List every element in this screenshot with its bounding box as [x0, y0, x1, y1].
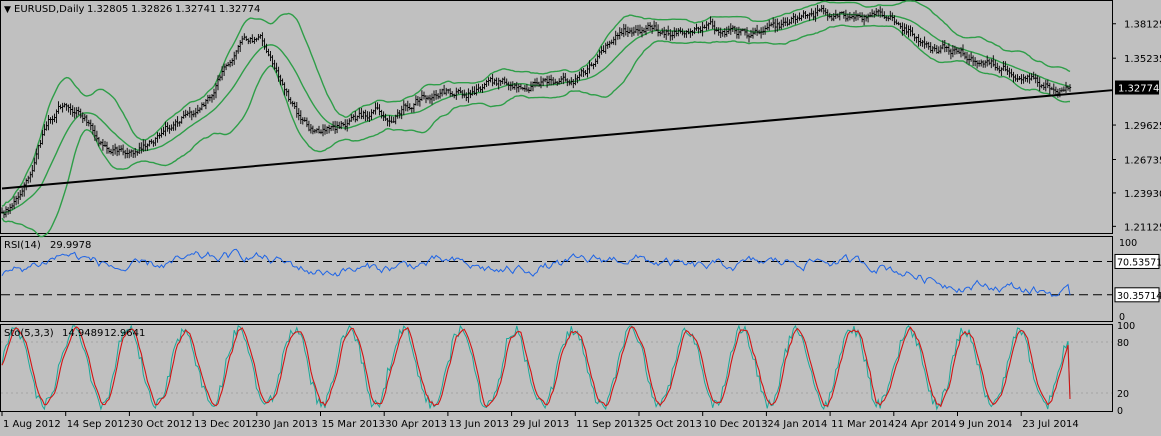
date-label: 11 Mar 2014 — [831, 419, 894, 430]
date-label: 13 Jun 2013 — [449, 419, 509, 430]
rsi-level-tag — [1114, 287, 1160, 303]
date-label: 23 Jul 2014 — [1022, 419, 1079, 430]
date-label: 13 Dec 2012 — [194, 419, 258, 430]
price-tick-label: 1.35235 — [1124, 54, 1161, 65]
price-tick-label: 1.23930 — [1124, 189, 1161, 200]
date-label: 30 Jan 2013 — [258, 419, 318, 430]
date-label: 9 Jun 2014 — [959, 419, 1013, 430]
date-label: 11 Sep 2013 — [576, 419, 639, 430]
date-label: 29 Jul 2013 — [513, 419, 570, 430]
rsi-pane[interactable] — [0, 236, 1113, 322]
price-tick-label: 1.26735 — [1124, 155, 1161, 166]
stochastic-signal-value: 12.9641 — [104, 328, 145, 339]
current-price-tag — [1115, 80, 1159, 95]
price-tick-label: 1.21125 — [1124, 222, 1161, 233]
date-label: 24 Jan 2014 — [767, 419, 827, 430]
rsi-line — [1, 248, 1071, 297]
rsi-label: RSI(14) — [4, 240, 41, 251]
date-label: 10 Dec 2013 — [704, 419, 768, 430]
date-label: 30 Apr 2013 — [385, 419, 447, 430]
current-price-label: 1.32774 — [1118, 84, 1159, 95]
stochastic-tick-label: 100 — [1117, 321, 1135, 332]
ohlc-bars — [0, 4, 1072, 219]
stochastic-layer — [1, 324, 1112, 411]
rsi-level-label: 70.53571 — [1117, 257, 1161, 268]
rsi-tick-label: 0 — [1119, 312, 1125, 323]
stochastic-tick-label: 0 — [1117, 406, 1123, 417]
date-label: 14 Sep 2012 — [67, 419, 130, 430]
date-label: 30 Oct 2012 — [130, 419, 192, 430]
symbol-label: EURUSD,Daily — [14, 4, 85, 15]
date-label: 25 Oct 2013 — [640, 419, 702, 430]
stochastic-tick-label: 20 — [1117, 389, 1129, 400]
date-label: 15 Mar 2013 — [322, 419, 385, 430]
chart-menu-icon[interactable]: ▼ — [4, 5, 11, 15]
stochastic-main-value: 14.9489 — [62, 328, 103, 339]
support-trendline[interactable] — [1, 89, 1113, 190]
rsi-level-label: 30.35714 — [1117, 291, 1161, 302]
rsi-tick-label: 100 — [1119, 238, 1137, 249]
open-value: 1.32805 — [87, 4, 128, 15]
price-tick-label: 1.38125 — [1124, 20, 1161, 31]
bollinger-upper-band — [1, 0, 1071, 207]
rsi-value: 29.9978 — [50, 240, 91, 251]
price-pane[interactable] — [0, 0, 1113, 234]
date-label: 1 Aug 2012 — [3, 419, 61, 430]
rsi-layer — [1, 248, 1112, 297]
high-value: 1.32826 — [131, 4, 172, 15]
close-value: 1.32774 — [219, 4, 260, 15]
stochastic-tick-label: 80 — [1117, 338, 1129, 349]
price-tick-label: 1.29625 — [1124, 121, 1161, 132]
stochastic-signal-line — [1, 326, 1071, 408]
price-bar — [1068, 84, 1072, 92]
bollinger-lower-band — [1, 24, 1071, 238]
low-value: 1.32741 — [175, 4, 216, 15]
price-layer — [0, 0, 1113, 238]
rsi-level-tag — [1114, 253, 1160, 269]
date-label: 24 Apr 2014 — [895, 419, 957, 430]
axis-layer: 1.38125 1.35235 1.32774 1.29625 1.26735 1.239… — [1, 20, 1161, 430]
stochastic-label: Sto(5,3,3) — [4, 328, 54, 339]
